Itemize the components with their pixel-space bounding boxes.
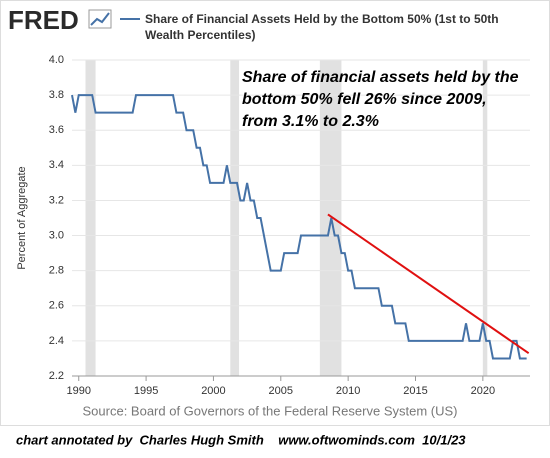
recession-band xyxy=(230,60,240,376)
legend-label: Share of Financial Assets Held by the Bo… xyxy=(145,12,499,42)
y-axis-label: Percent of Aggregate xyxy=(16,166,28,269)
logo-icon-line xyxy=(90,12,110,26)
x-tick-label: 2000 xyxy=(201,385,225,397)
chart-frame xyxy=(0,0,550,426)
x-tick-label: 1995 xyxy=(134,385,158,397)
y-tick-label: 2.4 xyxy=(49,335,64,347)
plot-area: 2.2 2.4 2.6 2.8 3.0 3.2 3.4 3.6 3.8 4.0 1990 1995 20… xyxy=(49,54,530,397)
footer: chart annotated by Charles Hugh Smith ww… xyxy=(16,432,466,447)
source: Source: Board of Governors of the Federa… xyxy=(83,403,458,418)
x-tick-label: 2020 xyxy=(471,385,495,397)
y-tick-label: 3.8 xyxy=(49,89,64,101)
y-tick-label: 3.2 xyxy=(49,194,64,206)
series-line xyxy=(71,94,527,360)
x-tick-label: 1990 xyxy=(66,385,90,397)
annotation: bottom 50% fell 26% since 2009, xyxy=(242,91,487,108)
logo-icon xyxy=(88,9,112,29)
x-tick-label: 2015 xyxy=(403,385,427,397)
x-tick-label: 2005 xyxy=(269,385,293,397)
logo: FRED xyxy=(8,5,79,35)
annotation: from 3.1% to 2.3% xyxy=(242,113,379,130)
recession-band xyxy=(482,60,488,376)
x-tick-label: 2010 xyxy=(336,385,360,397)
y-tick-label: 3.6 xyxy=(49,124,64,136)
y-tick-label: 3.0 xyxy=(49,229,64,241)
y-tick-label: 4.0 xyxy=(49,54,64,66)
y-tick-label: 3.4 xyxy=(49,159,64,171)
annotation: Share of financial assets held by the xyxy=(242,69,519,86)
recession-band xyxy=(85,60,96,376)
y-tick-label: 2.8 xyxy=(49,265,64,277)
y-tick-label: 2.2 xyxy=(49,370,64,382)
y-tick-label: 2.6 xyxy=(49,300,64,312)
trend-line xyxy=(327,213,530,355)
